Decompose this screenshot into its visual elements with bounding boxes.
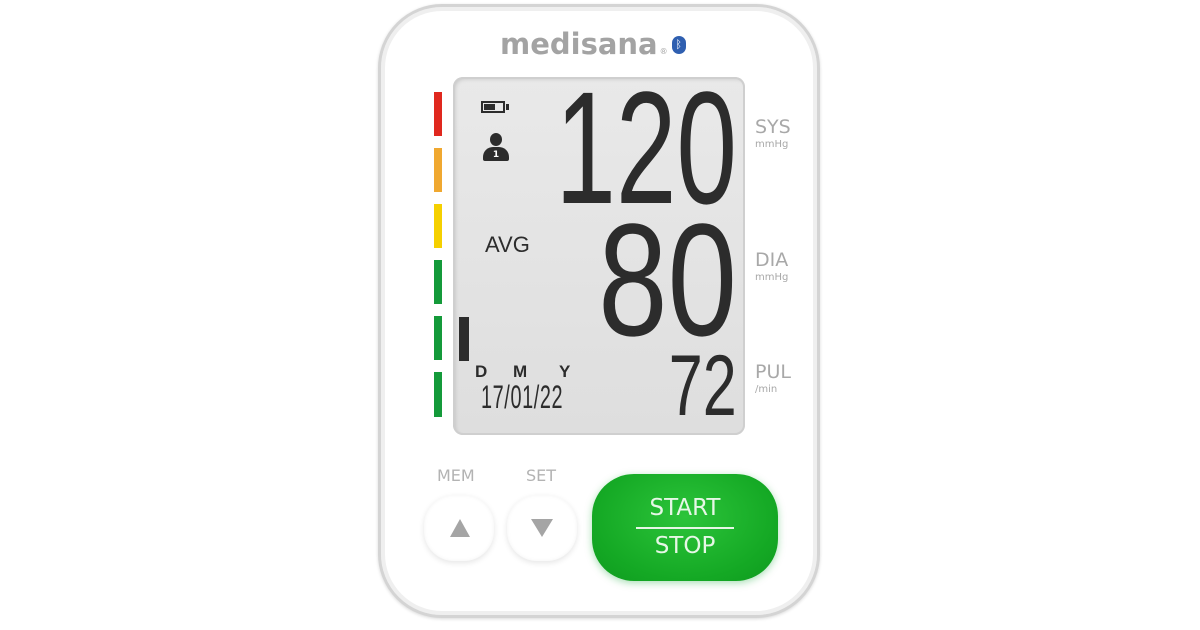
pul-label: PUL <box>755 361 791 383</box>
sys-unit-label: mmHg <box>755 138 789 150</box>
avg-label: AVG <box>485 232 530 257</box>
triangle-down-icon <box>531 519 553 537</box>
level-indicator <box>459 317 469 361</box>
user-icon: 1 <box>483 133 509 163</box>
sys-label: SYS <box>755 116 791 138</box>
triangle-up-icon <box>450 519 470 537</box>
dia-unit-label: mmHg <box>755 271 789 283</box>
diastolic-value: 80 <box>598 190 737 369</box>
day-label: D <box>475 362 488 381</box>
indicator-bar-red <box>434 92 442 136</box>
dia-unit: DIA mmHg <box>755 250 788 284</box>
brand-logo: medisana <box>500 27 658 61</box>
indicator-bar-yellow <box>434 204 442 248</box>
indicator-bar-green <box>434 260 442 304</box>
mem-up-button[interactable] <box>424 495 494 561</box>
set-label: SET <box>526 466 557 485</box>
set-down-button[interactable] <box>507 495 577 561</box>
lcd-display: 1 120 AVG 80 D M Y 17/01/22 72 <box>453 58 745 435</box>
stop-label: STOP <box>654 533 716 559</box>
dia-label: DIA <box>755 249 789 271</box>
year-label: Y <box>559 362 571 381</box>
user-number: 1 <box>483 147 509 161</box>
registered-mark: ® <box>659 47 668 56</box>
sys-unit: SYS mmHg <box>755 117 791 151</box>
mem-label: MEM <box>437 466 475 485</box>
pul-unit: PUL /min <box>755 362 791 396</box>
start-label: START <box>649 495 721 521</box>
month-label: M <box>513 362 528 381</box>
indicator-bar-green <box>434 316 442 360</box>
brand-logo-group: medisana ® ᛒ <box>500 30 686 59</box>
battery-icon <box>481 101 509 113</box>
bluetooth-icon: ᛒ <box>671 35 686 54</box>
systolic-value: 120 <box>555 58 737 237</box>
pulse-value: 72 <box>669 338 737 434</box>
indicator-bar-green <box>434 372 442 417</box>
start-stop-button[interactable]: START STOP <box>592 474 778 581</box>
pul-unit-label: /min <box>755 383 778 395</box>
indicator-bar-orange <box>434 148 442 192</box>
divider <box>636 527 734 529</box>
date-value: 17/01/22 <box>481 379 564 415</box>
